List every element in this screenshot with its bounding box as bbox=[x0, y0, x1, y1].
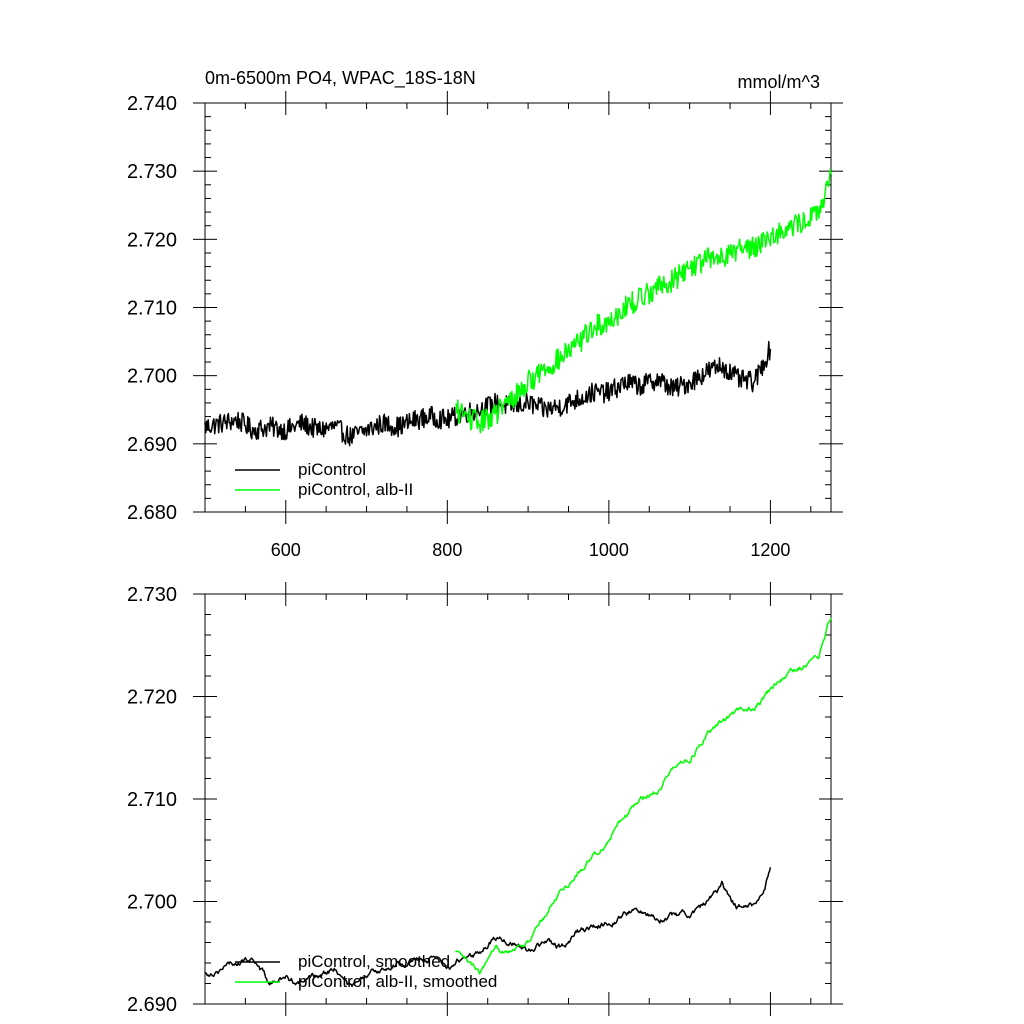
x-tick-label: 800 bbox=[432, 540, 462, 560]
bottom-series-group bbox=[204, 617, 832, 988]
bottom-chart: 2.690 2.700 2.710 2.720 2.730 piControl, smo… bbox=[127, 582, 843, 1016]
legend-label-alb-ii-smoothed: piControl, alb-II, smoothed bbox=[298, 972, 497, 991]
top-chart-units: mmol/m^3 bbox=[738, 72, 820, 92]
y-tick-label: 2.720 bbox=[127, 687, 177, 709]
y-tick-label: 2.690 bbox=[127, 434, 177, 456]
top-chart-title: 0m-6500m PO4, WPAC_18S-18N bbox=[205, 68, 476, 89]
y-tick-label: 2.730 bbox=[127, 161, 177, 183]
y-tick-label: 2.700 bbox=[127, 892, 177, 914]
top-series-group bbox=[204, 168, 832, 447]
bottom-legend: piControl, smoothed piControl, alb-II, s… bbox=[235, 952, 497, 991]
top-plot-frame bbox=[204, 102, 832, 513]
series-line-picontrol-smoothed bbox=[204, 867, 772, 988]
y-tick-label: 2.700 bbox=[127, 366, 177, 388]
y-tick-label: 2.690 bbox=[127, 994, 177, 1016]
x-tick-label: 1000 bbox=[589, 540, 629, 560]
x-tick-label: 600 bbox=[271, 540, 301, 560]
y-tick-label: 2.720 bbox=[127, 229, 177, 251]
y-tick-label: 2.740 bbox=[127, 93, 177, 115]
bottom-ticks: 2.690 2.700 2.710 2.720 2.730 bbox=[127, 582, 843, 1016]
legend-label-picontrol-smoothed: piControl, smoothed bbox=[298, 952, 450, 971]
series-line-picontrol-alb-ii-smoothed bbox=[455, 617, 832, 975]
y-tick-label: 2.710 bbox=[127, 298, 177, 320]
top-legend: piControl piControl, alb-II bbox=[235, 460, 413, 499]
series-line-picontrol bbox=[204, 340, 772, 447]
y-tick-label: 2.730 bbox=[127, 584, 177, 606]
legend-label-picontrol: piControl bbox=[298, 460, 366, 479]
y-tick-label: 2.680 bbox=[127, 502, 177, 524]
bottom-plot-frame bbox=[204, 593, 832, 1005]
x-tick-label: 1200 bbox=[750, 540, 790, 560]
y-tick-label: 2.710 bbox=[127, 789, 177, 811]
legend-label-alb-ii: piControl, alb-II bbox=[298, 480, 413, 499]
top-chart: 600 800 1000 1200 2.680 2.690 2.700 2.710 2.720 2… bbox=[127, 68, 843, 560]
top-ticks: 600 800 1000 1200 2.680 2.690 2.700 2.710 2.720 2… bbox=[127, 91, 843, 560]
series-line-picontrol-alb-ii bbox=[455, 168, 832, 434]
